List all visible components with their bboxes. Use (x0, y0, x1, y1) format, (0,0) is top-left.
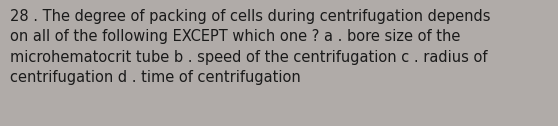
Text: 28 . The degree of packing of cells during centrifugation depends
on all of the : 28 . The degree of packing of cells duri… (10, 9, 490, 85)
